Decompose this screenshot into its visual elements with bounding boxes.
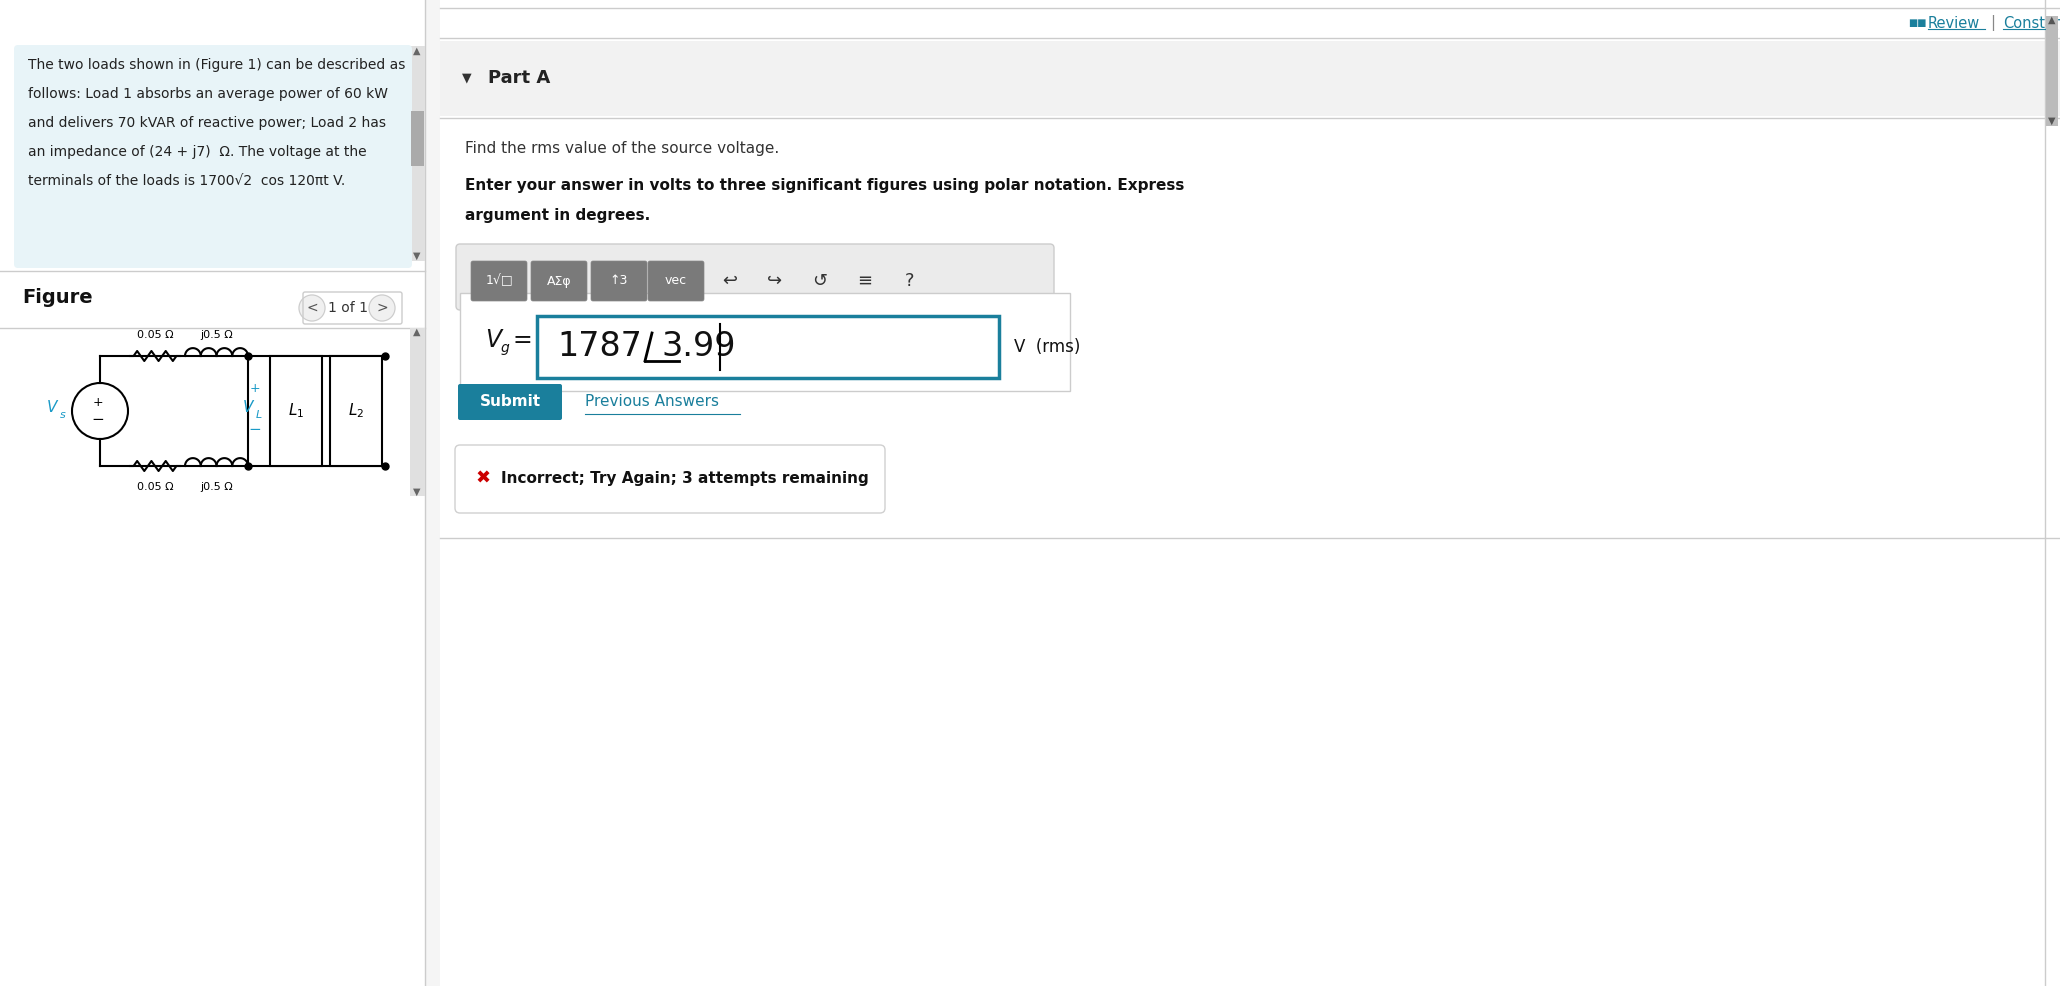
Text: <: < xyxy=(307,301,317,315)
Text: g: g xyxy=(501,341,509,355)
Text: V: V xyxy=(47,400,58,415)
Text: j0.5 Ω: j0.5 Ω xyxy=(200,330,233,340)
Text: $L_1$: $L_1$ xyxy=(288,401,305,420)
Text: AΣφ: AΣφ xyxy=(546,274,571,288)
Text: ↺: ↺ xyxy=(812,272,828,290)
Text: −: − xyxy=(249,421,262,437)
Text: ▲: ▲ xyxy=(2048,15,2056,25)
Text: |: | xyxy=(1990,15,1996,31)
Text: ▼: ▼ xyxy=(414,251,420,261)
Text: ▼: ▼ xyxy=(461,72,472,85)
FancyBboxPatch shape xyxy=(0,0,424,986)
Text: The two loads shown in (Figure 1) can be described as: The two loads shown in (Figure 1) can be… xyxy=(29,58,406,72)
Text: Submit: Submit xyxy=(480,394,540,409)
Text: ↪: ↪ xyxy=(768,272,783,290)
Text: ✖: ✖ xyxy=(476,470,490,488)
Text: terminals of the loads is 1700√2  cos 120πt V.: terminals of the loads is 1700√2 cos 120… xyxy=(29,174,346,188)
Circle shape xyxy=(369,295,396,321)
Text: ▲: ▲ xyxy=(414,327,420,337)
FancyBboxPatch shape xyxy=(531,261,587,301)
Text: 3.99: 3.99 xyxy=(661,330,735,364)
Text: an impedance of (24 + j7)  Ω. The voltage at the: an impedance of (24 + j7) Ω. The voltage… xyxy=(29,145,367,159)
Text: Enter your answer in volts to three significant figures using polar notation. Ex: Enter your answer in volts to three sign… xyxy=(466,178,1184,193)
Text: j0.5 Ω: j0.5 Ω xyxy=(200,482,233,492)
FancyBboxPatch shape xyxy=(441,0,2060,986)
Text: V: V xyxy=(484,328,501,352)
Text: argument in degrees.: argument in degrees. xyxy=(466,208,651,223)
Circle shape xyxy=(72,383,128,439)
Text: ▼: ▼ xyxy=(2048,116,2056,126)
Text: Part A: Part A xyxy=(488,69,550,87)
Text: Constants: Constants xyxy=(2002,16,2060,31)
Text: $L_2$: $L_2$ xyxy=(348,401,365,420)
Text: and delivers 70 kVAR of reactive power; Load 2 has: and delivers 70 kVAR of reactive power; … xyxy=(29,116,385,130)
FancyBboxPatch shape xyxy=(649,261,705,301)
Text: ▶  View Available Hint(s): ▶ View Available Hint(s) xyxy=(466,246,676,261)
Text: ↩: ↩ xyxy=(723,272,737,290)
Text: V: V xyxy=(243,399,253,414)
FancyBboxPatch shape xyxy=(410,46,424,261)
Text: =: = xyxy=(513,328,531,352)
Text: 0.05 Ω: 0.05 Ω xyxy=(136,330,173,340)
Circle shape xyxy=(299,295,325,321)
FancyBboxPatch shape xyxy=(591,261,647,301)
FancyBboxPatch shape xyxy=(459,293,1069,391)
FancyBboxPatch shape xyxy=(538,316,999,378)
FancyBboxPatch shape xyxy=(455,244,1055,310)
Text: ■■: ■■ xyxy=(1908,18,1926,28)
Text: −: − xyxy=(91,412,105,428)
FancyBboxPatch shape xyxy=(412,111,424,166)
Bar xyxy=(330,356,381,466)
FancyBboxPatch shape xyxy=(410,328,424,496)
Text: 1 of 1: 1 of 1 xyxy=(328,301,369,315)
Text: Find the rms value of the source voltage.: Find the rms value of the source voltage… xyxy=(466,141,779,156)
Text: ▲: ▲ xyxy=(414,46,420,56)
Text: 0.05 Ω: 0.05 Ω xyxy=(136,482,173,492)
Text: ≡: ≡ xyxy=(857,272,873,290)
FancyBboxPatch shape xyxy=(441,41,2060,116)
Text: Review: Review xyxy=(1928,16,1980,31)
Text: V  (rms): V (rms) xyxy=(1014,338,1079,356)
Text: 1√□: 1√□ xyxy=(486,274,513,288)
Text: L: L xyxy=(255,410,262,420)
Text: 1787: 1787 xyxy=(556,330,643,364)
Text: >: > xyxy=(377,301,387,315)
Text: ?: ? xyxy=(904,272,915,290)
FancyBboxPatch shape xyxy=(14,45,412,268)
Text: Figure: Figure xyxy=(23,288,93,307)
Text: ▼: ▼ xyxy=(414,487,420,497)
Text: Previous Answers: Previous Answers xyxy=(585,394,719,409)
Text: ↑3: ↑3 xyxy=(610,274,628,288)
FancyBboxPatch shape xyxy=(457,384,562,420)
FancyBboxPatch shape xyxy=(2046,16,2058,126)
Text: +: + xyxy=(249,383,260,395)
FancyBboxPatch shape xyxy=(455,445,886,513)
Text: Incorrect; Try Again; 3 attempts remaining: Incorrect; Try Again; 3 attempts remaini… xyxy=(501,471,869,486)
Text: follows: Load 1 absorbs an average power of 60 kW: follows: Load 1 absorbs an average power… xyxy=(29,87,387,101)
FancyBboxPatch shape xyxy=(472,261,527,301)
Text: vec: vec xyxy=(665,274,688,288)
Bar xyxy=(270,356,321,466)
Text: +: + xyxy=(93,395,103,408)
Text: s: s xyxy=(60,410,66,420)
